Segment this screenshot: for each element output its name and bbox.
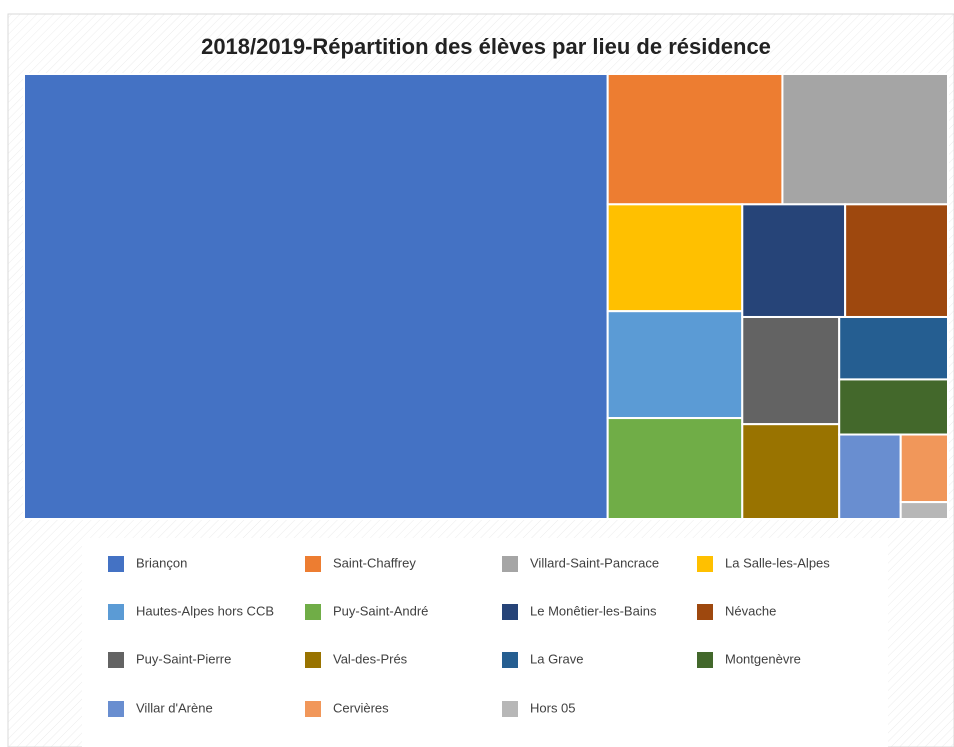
treemap-tile [741,203,847,318]
legend-label: Montgenèvre [725,651,801,666]
treemap-tile [844,203,950,318]
legend-swatch [305,556,321,572]
chart-title: 2018/2019-Répartition des élèves par lie… [201,34,771,59]
treemap-tile [741,423,841,520]
legend-label: Val-des-Prés [333,651,408,666]
treemap-tile [899,433,950,504]
legend-swatch [108,604,124,620]
legend-swatch [502,701,518,717]
legend-swatch [697,556,713,572]
legend-swatch [108,556,124,572]
legend-label: Briançon [136,555,187,570]
treemap-tile [606,203,744,313]
treemap-tile [838,433,902,520]
legend-label: Villard-Saint-Pancrace [530,555,659,570]
treemap-tile [781,73,949,206]
legend-label: La Salle-les-Alpes [725,555,830,570]
legend-label: Puy-Saint-André [333,603,428,618]
treemap-tile [606,417,744,520]
legend-label: Névache [725,603,776,618]
treemap-tile [838,315,949,381]
treemap-tile [606,310,744,420]
legend-label: Villar d'Arène [136,700,213,715]
treemap-tile [741,315,841,426]
legend-swatch [305,652,321,668]
legend-swatch [108,652,124,668]
treemap-tile [23,73,609,520]
legend-label: Puy-Saint-Pierre [136,651,231,666]
legend-box [82,538,888,747]
treemap-tile [899,501,950,521]
legend-label: Hors 05 [530,700,576,715]
legend-swatch [502,604,518,620]
legend-swatch [697,604,713,620]
legend-swatch [502,652,518,668]
legend-label: Saint-Chaffrey [333,555,416,570]
legend-swatch [305,604,321,620]
legend-swatch [502,556,518,572]
treemap-tile [838,378,949,436]
legend-label: Cervières [333,700,389,715]
legend-label: La Grave [530,651,583,666]
legend-label: Le Monêtier-les-Bains [530,603,657,618]
legend-swatch [697,652,713,668]
treemap-tile [606,73,784,206]
legend-label: Hautes-Alpes hors CCB [136,603,274,618]
legend-swatch [108,701,124,717]
legend-swatch [305,701,321,717]
